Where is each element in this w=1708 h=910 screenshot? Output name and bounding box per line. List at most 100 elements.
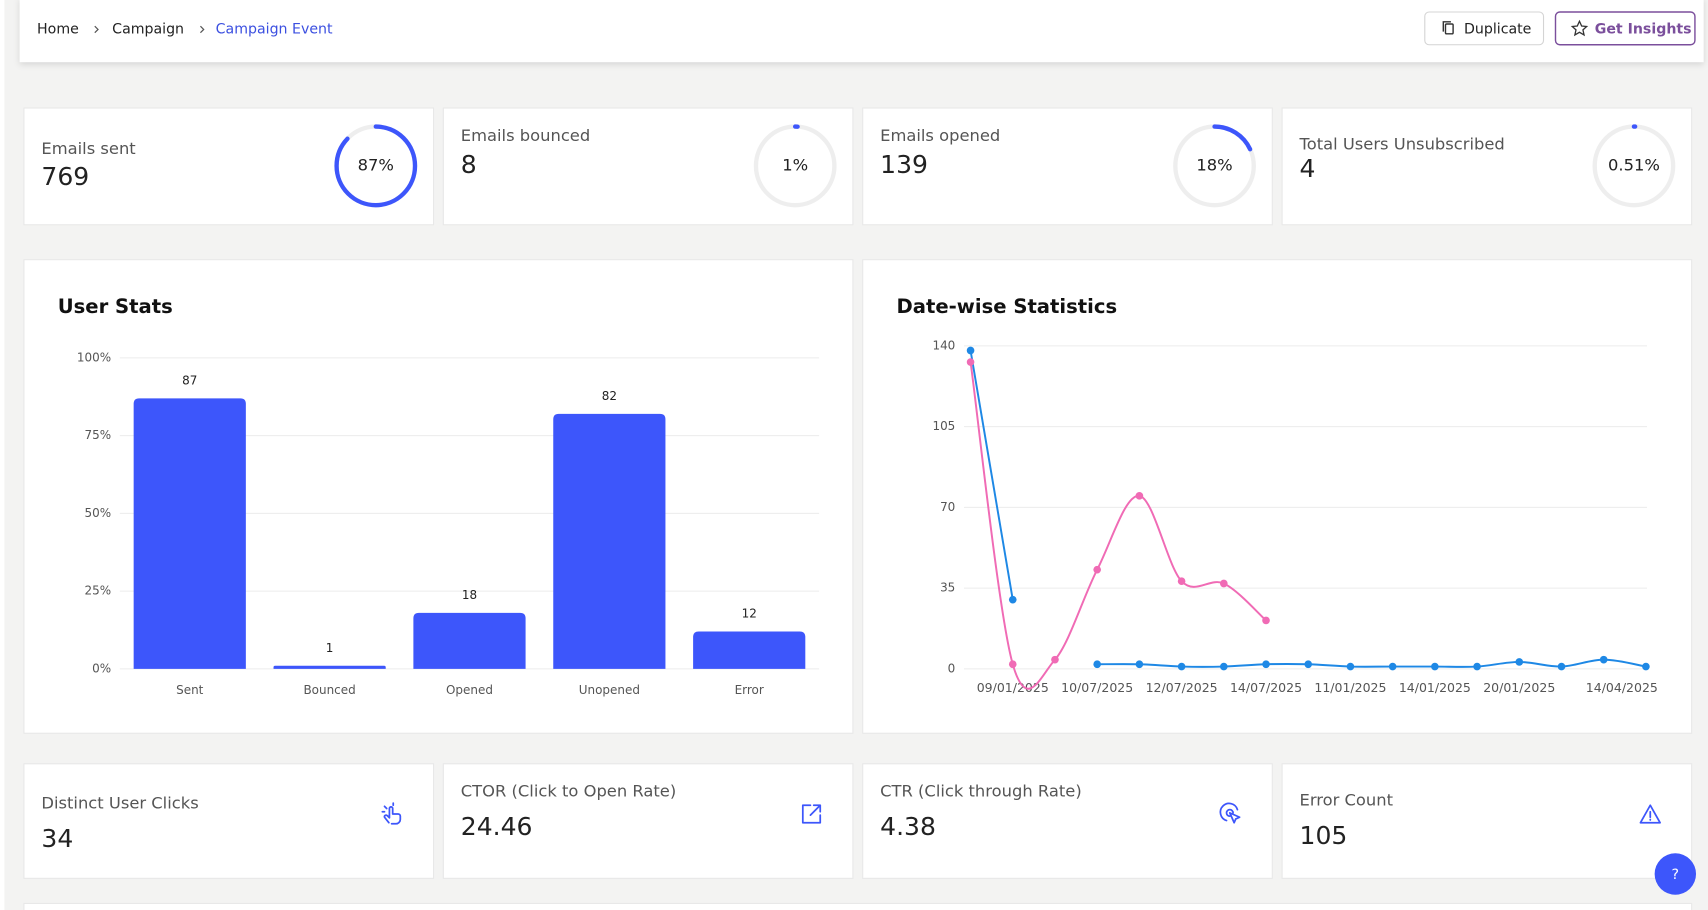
duplicate-icon [1442, 21, 1454, 35]
bar [133, 398, 246, 669]
data-point [1346, 662, 1355, 671]
chart-card [862, 259, 1693, 734]
metric-value: 105 [1300, 821, 1348, 850]
data-point [966, 346, 975, 355]
data-point [1557, 662, 1566, 671]
ring-label: 0.51% [1608, 155, 1660, 174]
metric-label: Distinct User Clicks [41, 794, 198, 813]
data-point [1642, 662, 1650, 671]
metric-value: 24.46 [461, 812, 533, 841]
y-tick-label: 70 [940, 500, 955, 514]
x-tick-label: 14/07/2025 [1230, 680, 1302, 695]
help-button[interactable] [1654, 853, 1697, 895]
button-label: Get Insights [1595, 21, 1692, 37]
breadcrumb-separator [200, 25, 205, 34]
y-tick-label: 50% [84, 506, 111, 520]
data-point [1262, 660, 1270, 669]
data-point [1135, 492, 1144, 500]
metric-card [442, 763, 854, 879]
bar [553, 413, 666, 669]
y-tick-label: 0% [92, 661, 111, 675]
x-tick-label: Bounced [303, 683, 355, 697]
data-label: 82 [602, 389, 617, 403]
y-tick-label: 140 [932, 338, 955, 352]
x-tick-label: 14/04/2025 [1586, 680, 1658, 695]
metric-label: CTR (Click through Rate) [880, 782, 1082, 801]
x-tick-label: Error [735, 683, 764, 697]
stat-label: Total Users Unsubscribed [1299, 135, 1505, 154]
data-point [1008, 595, 1017, 604]
data-point [1304, 660, 1313, 669]
icon-shape [1639, 804, 1661, 824]
metric-icon [381, 802, 402, 825]
metric-value: 34 [41, 824, 73, 853]
data-point [1515, 658, 1524, 666]
x-tick-label: Opened [446, 683, 493, 697]
stat-value: 8 [461, 150, 477, 179]
y-tick-label: 35 [940, 581, 955, 595]
insights-button[interactable] [1554, 11, 1696, 46]
metric-icon [1639, 804, 1661, 824]
data-point [1220, 579, 1228, 588]
help-label: ? [1672, 867, 1680, 883]
ring-label: 18% [1196, 155, 1232, 174]
data-point [1135, 660, 1144, 669]
ring-arc [1592, 124, 1676, 208]
data-point [1262, 616, 1270, 625]
x-tick-label: 10/07/2025 [1061, 680, 1133, 695]
data-point [1431, 662, 1439, 671]
metric-icon [1219, 802, 1241, 824]
stat-label: Emails opened [880, 126, 1000, 145]
data-point [1093, 660, 1101, 669]
stat-value: 139 [880, 150, 928, 179]
data-label: 12 [742, 607, 757, 621]
star-icon [1570, 19, 1589, 37]
data-point [1388, 662, 1397, 671]
data-point [1473, 662, 1481, 671]
x-tick-label: 12/07/2025 [1146, 680, 1218, 695]
chart-title: User Stats [58, 295, 173, 318]
data-point [1220, 662, 1228, 671]
sidebar-edge [0, 0, 5, 910]
y-tick-label: 25% [84, 584, 111, 598]
stat-value: 4 [1300, 154, 1316, 183]
ring-label: 87% [358, 155, 394, 174]
y-tick-label: 100% [77, 350, 111, 364]
duplicate-button[interactable] [1424, 11, 1545, 46]
ring-arc [753, 124, 837, 208]
icon-shape [381, 802, 402, 825]
breadcrumb-item: Campaign [112, 21, 184, 37]
y-tick-label: 105 [932, 419, 955, 433]
data-point [1599, 655, 1608, 664]
stat-label: Emails sent [41, 139, 136, 158]
data-point [1177, 662, 1186, 671]
bar [413, 612, 526, 669]
icon-shape [1219, 802, 1241, 824]
chart-title: Date-wise Statistics [896, 295, 1117, 318]
metric-value: 4.38 [880, 812, 936, 841]
breadcrumb-item: Campaign Event [216, 21, 333, 37]
data-point [1051, 655, 1059, 664]
data-point [966, 358, 975, 366]
data-point [1177, 577, 1186, 586]
metric-card [862, 763, 1273, 879]
x-tick-label: Unopened [579, 683, 640, 697]
stat-value: 769 [41, 162, 89, 191]
x-tick-label: 20/01/2025 [1483, 680, 1555, 695]
bar [693, 631, 806, 669]
data-point [1008, 660, 1017, 669]
top-bar [19, 0, 1704, 63]
data-point [1093, 565, 1101, 574]
data-label: 1 [326, 641, 334, 655]
ring-arc [334, 124, 418, 208]
x-tick-label: 09/01/2025 [977, 680, 1049, 695]
metric-label: Error Count [1300, 790, 1394, 809]
metric-card [1281, 763, 1693, 879]
bottom-card [23, 902, 1693, 910]
metric-card [23, 763, 435, 879]
breadcrumb-item: Home [37, 21, 79, 37]
bar [273, 665, 386, 669]
icon-shape [801, 804, 822, 824]
data-label: 18 [462, 588, 477, 602]
